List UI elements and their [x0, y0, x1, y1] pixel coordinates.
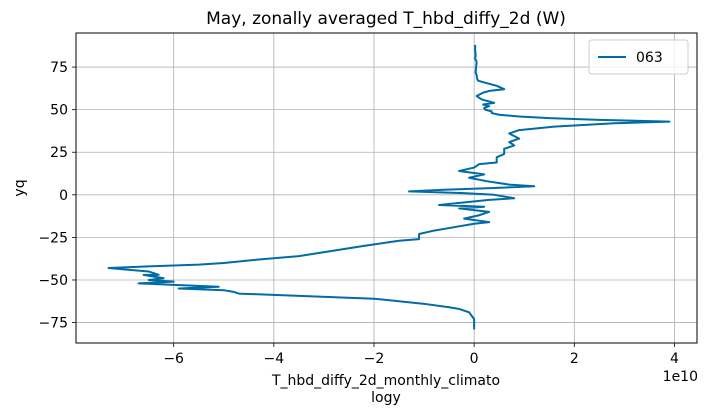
legend-box	[588, 39, 689, 75]
y-tick-label: 75	[50, 60, 68, 76]
y-tick-label: −50	[38, 273, 68, 289]
plot-frame	[75, 32, 698, 344]
series-layer	[107, 44, 671, 330]
x-axis-label: T_hbd_diffy_2d_monthly_climato	[271, 373, 500, 389]
legend: 063	[588, 39, 689, 75]
x-offset-text: 1e10	[663, 369, 698, 385]
grid	[76, 33, 697, 343]
y-tick-label: 25	[50, 145, 68, 161]
y-axis-label: yq	[12, 179, 28, 196]
y-tick-label: 50	[50, 103, 68, 119]
y-tick-label: 0	[59, 188, 68, 204]
x-tick-label: 0	[470, 351, 479, 367]
x-tick-label: −4	[263, 351, 284, 367]
legend-label-063: 063	[636, 50, 663, 66]
x-ticks: −6 −4 −2 0 2 4	[163, 343, 679, 367]
chart-title: May, zonally averaged T_hbd_diffy_2d (W)	[206, 9, 566, 29]
x-tick-label: 2	[570, 351, 579, 367]
series-line-063	[107, 44, 671, 330]
y-tick-label: −25	[38, 230, 68, 246]
x-tick-label: −2	[364, 351, 385, 367]
y-tick-label: −75	[38, 316, 68, 332]
x-tick-label: −6	[163, 351, 184, 367]
x-axis-label-line2: logy	[371, 390, 401, 406]
y-ticks: −75 −50 −25 0 25 50 75	[38, 60, 76, 332]
x-tick-label: 4	[670, 351, 679, 367]
